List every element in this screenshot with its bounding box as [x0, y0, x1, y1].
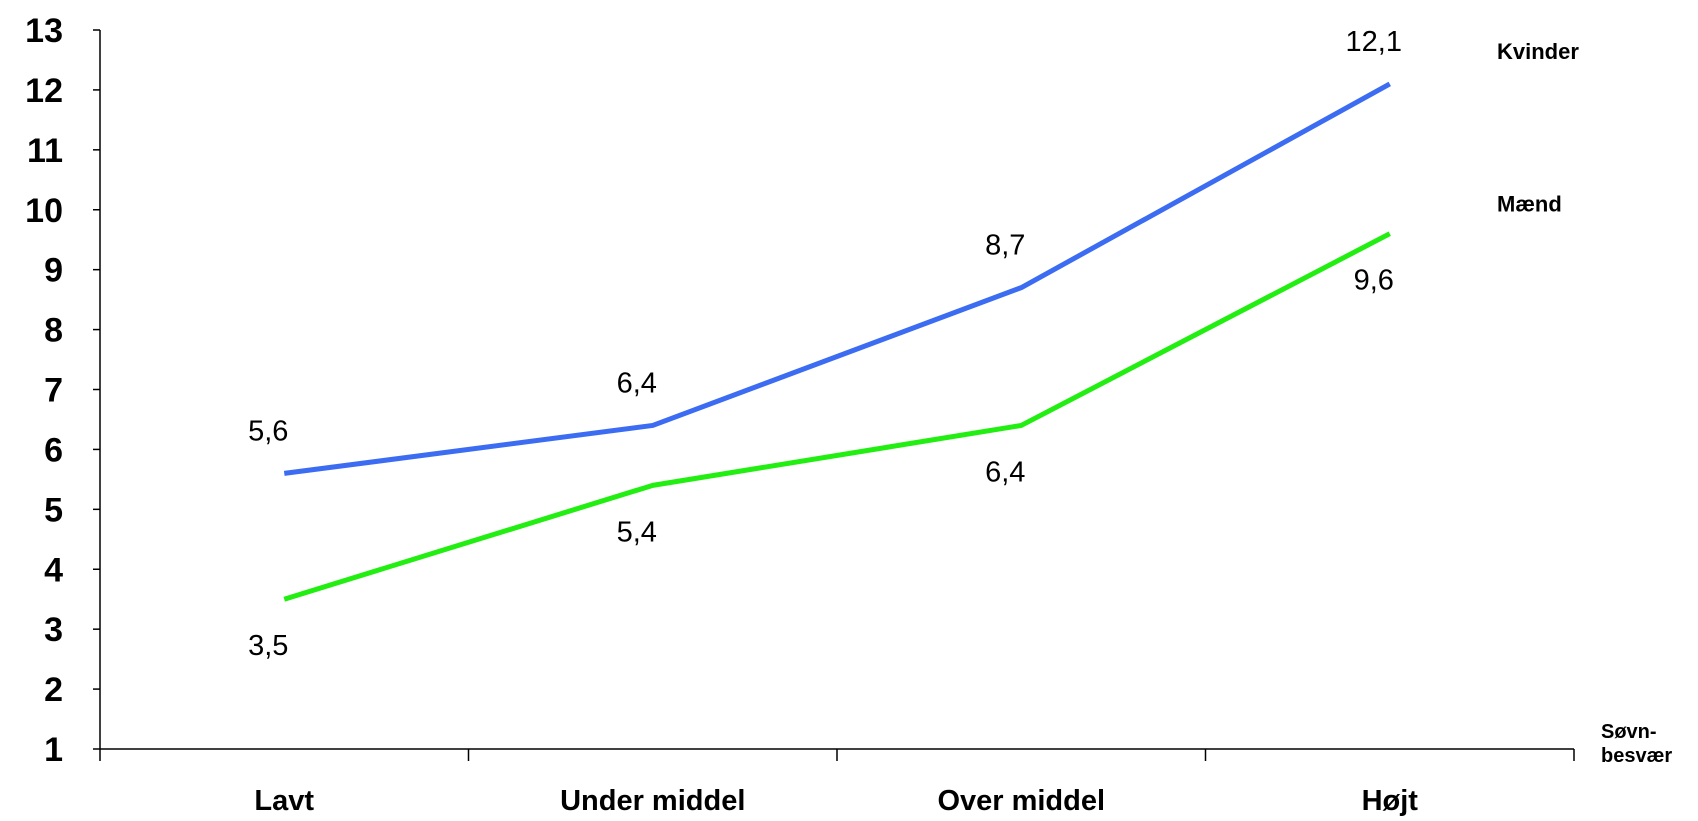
- series-label-maend: Mænd: [1497, 192, 1562, 217]
- x-axis-title-line-1: Søvn-: [1601, 721, 1657, 743]
- data-label: 6,4: [617, 367, 657, 399]
- data-label: 5,4: [617, 516, 657, 548]
- x-tick-label: Under middel: [560, 785, 745, 817]
- y-tick-label: 7: [44, 372, 63, 410]
- x-axis-title-line-2: besvær: [1601, 745, 1672, 767]
- data-label: 9,6: [1354, 265, 1394, 297]
- y-tick-label: 11: [27, 132, 63, 170]
- y-tick-label: 8: [44, 312, 63, 350]
- y-tick-label: 5: [44, 491, 63, 529]
- y-tick-label: 9: [44, 252, 63, 290]
- y-tick-label: 10: [25, 192, 63, 230]
- data-label: 3,5: [248, 630, 288, 662]
- series-labels: Kvinder Mænd: [1497, 39, 1579, 217]
- series-lines: [283, 81, 1391, 602]
- y-tick-label: 6: [44, 431, 63, 469]
- data-label: 6,4: [985, 456, 1025, 488]
- y-tick-label: 13: [25, 12, 63, 50]
- x-axis-title: Søvn- besvær: [1601, 721, 1672, 767]
- x-ticks: Lavt Under middel Over middel Højt: [99, 749, 1575, 817]
- y-tick-label: 12: [25, 72, 63, 110]
- y-tick-label: 1: [44, 731, 63, 769]
- series-label-kvinder: Kvinder: [1497, 39, 1579, 64]
- x-tick-label: Lavt: [254, 785, 314, 817]
- y-tick-label: 3: [44, 611, 63, 649]
- y-tick-label: 4: [44, 551, 63, 589]
- x-tick-label: Højt: [1362, 785, 1419, 817]
- data-label: 8,7: [985, 230, 1025, 262]
- series-line-kvinder: [283, 81, 1391, 476]
- data-labels: 5,6 6,4 8,7 12,1 3,5 5,4 6,4 9,6: [248, 26, 1402, 662]
- axes: [99, 30, 1574, 750]
- series-line-maend: [283, 231, 1391, 602]
- x-tick-label: Over middel: [937, 785, 1105, 817]
- data-label: 12,1: [1346, 26, 1402, 58]
- data-label: 5,6: [248, 415, 288, 447]
- y-tick-label: 2: [44, 671, 63, 709]
